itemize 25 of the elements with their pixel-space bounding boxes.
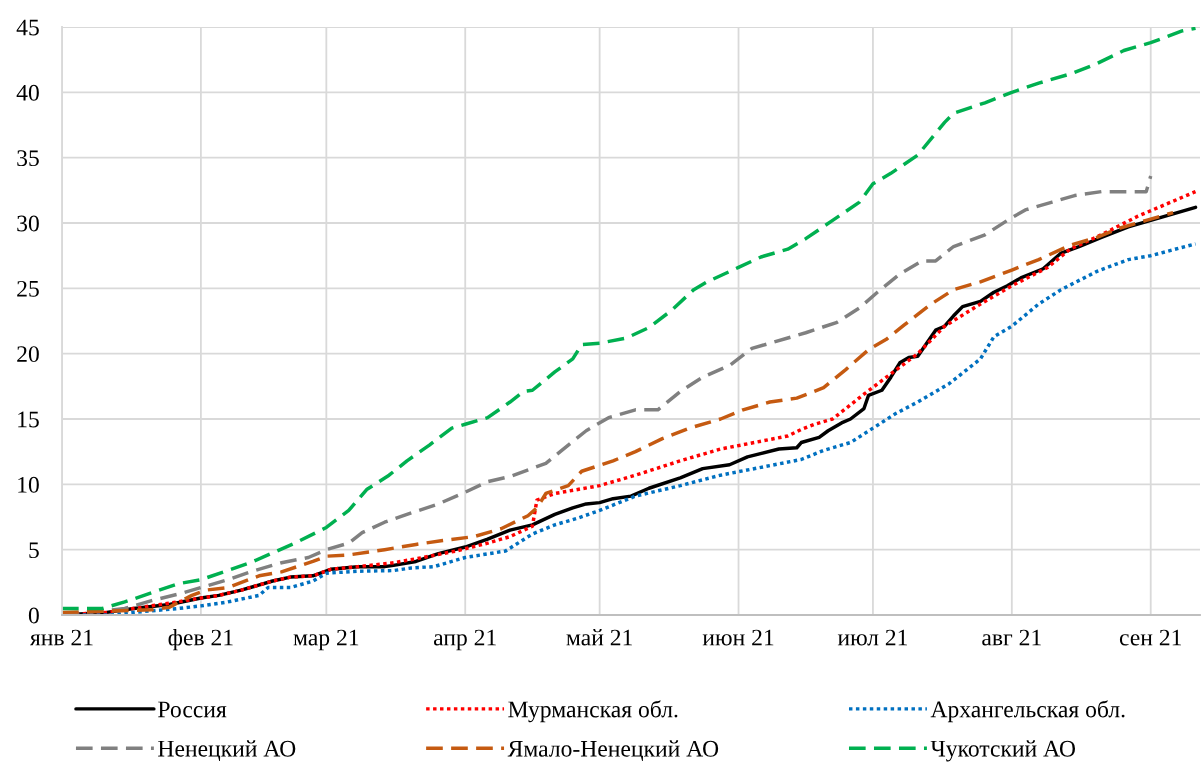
legend-label: Россия bbox=[158, 701, 227, 718]
x-tick-label: авг 21 bbox=[982, 629, 1041, 646]
y-tick-label: 5 bbox=[29, 542, 39, 559]
y-tick-label: 15 bbox=[18, 411, 39, 428]
y-tick-label: 45 bbox=[16, 19, 39, 36]
x-tick-label: сен 21 bbox=[1119, 629, 1181, 646]
y-tick-label: 10 bbox=[18, 476, 39, 493]
legend-label: Чукотский АО bbox=[930, 740, 1076, 762]
y-tick-label: 20 bbox=[17, 346, 39, 363]
y-tick-label: 25 bbox=[17, 280, 39, 297]
x-tick-label: мар 21 bbox=[293, 629, 359, 651]
x-tick-label: май 21 bbox=[566, 629, 632, 646]
y-tick-label: 35 bbox=[17, 150, 39, 167]
y-tick-label: 40 bbox=[16, 84, 39, 101]
x-tick-label: янв 21 bbox=[29, 629, 93, 646]
legend-label: Архангельская обл. bbox=[930, 700, 1125, 723]
x-tick-label: фев 21 bbox=[168, 628, 233, 651]
x-tick-label: июн 21 bbox=[702, 629, 774, 646]
legend-label: Ямало-Ненецкий АО bbox=[507, 740, 719, 762]
legend-label: Ненецкий АО bbox=[158, 740, 296, 761]
y-tick-label: 30 bbox=[17, 215, 39, 232]
x-tick-label: июл 21 bbox=[837, 629, 908, 646]
legend-label: Мурманская обл. bbox=[508, 700, 678, 723]
x-tick-label: апр 21 bbox=[434, 629, 496, 651]
y-tick-label: 0 bbox=[28, 607, 39, 624]
